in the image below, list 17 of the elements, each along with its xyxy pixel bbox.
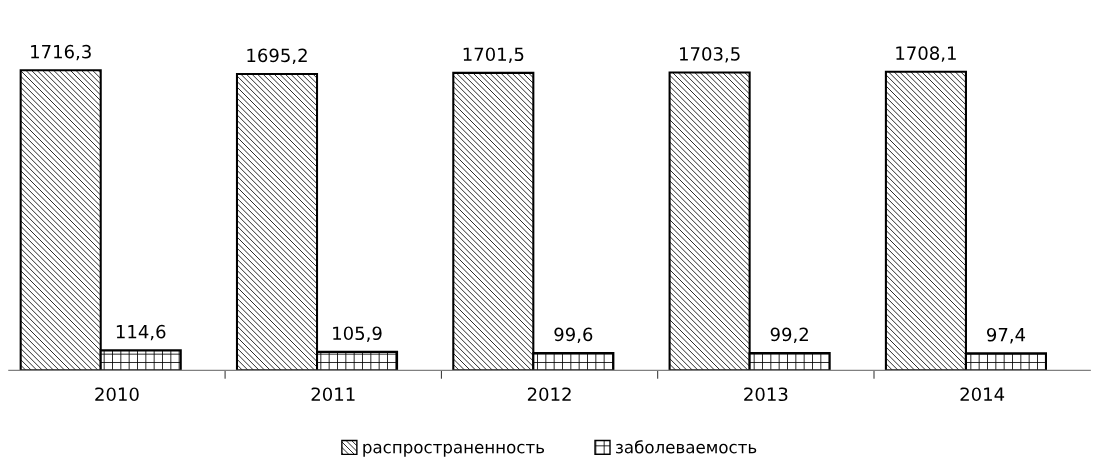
data-label: 99,6 (554, 327, 593, 343)
legend-label: заболеваемость (616, 440, 757, 454)
legend-label: распространенность (363, 443, 545, 457)
x-tick-label: 2013 (744, 387, 788, 402)
data-label: 1708,1 (896, 46, 956, 62)
x-tick-label: 2014 (960, 387, 1005, 402)
data-label: 97,4 (986, 327, 1026, 344)
data-label: 1701,5 (463, 47, 524, 63)
x-tick-label: 2011 (311, 387, 355, 402)
data-label: 99,2 (770, 327, 808, 344)
x-tick-label: 2012 (527, 387, 571, 402)
x-tick-label: 2010 (95, 387, 139, 402)
data-label: 1703,5 (680, 47, 740, 63)
data-label: 1695,2 (247, 48, 307, 65)
data-label: 1716,3 (31, 44, 91, 61)
data-label: 114,6 (116, 324, 166, 341)
data-label: 105,9 (333, 326, 382, 342)
